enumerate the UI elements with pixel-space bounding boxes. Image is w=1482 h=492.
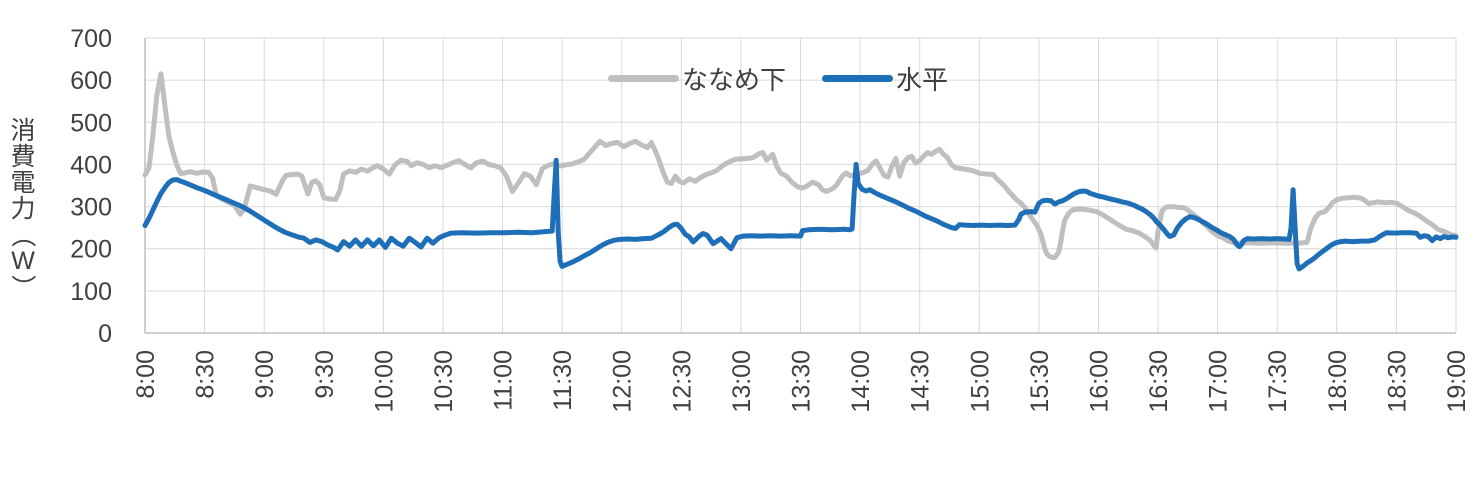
y-tick-label: 700 [70,25,112,53]
chart-legend: ななめ下 水平 [608,60,948,97]
x-tick-label: 10:00 [370,350,398,413]
y-tick-label: 300 [70,194,112,222]
x-tick-label: 17:30 [1264,350,1292,413]
x-tick-label: 12:00 [609,350,637,413]
x-tick-label: 19:00 [1443,350,1471,413]
x-tick-label: 14:30 [907,350,935,413]
x-tick-label: 9:30 [311,350,339,399]
x-tick-label: 12:30 [668,350,696,413]
y-tick-label: 100 [70,278,112,306]
y-tick-label: 0 [98,320,112,348]
x-tick-label: 13:30 [788,350,816,413]
x-tick-label: 11:30 [549,350,577,411]
x-tick-label: 13:00 [728,350,756,413]
x-tick-label: 17:00 [1205,350,1233,413]
x-tick-label: 8:00 [132,350,160,399]
y-tick-label: 200 [70,236,112,264]
legend-item-1: 水平 [822,60,948,97]
y-axis-title-char: （ [8,222,37,248]
x-tick-label: 8:30 [192,350,220,399]
y-tick-label: 600 [70,67,112,95]
y-tick-label: 500 [70,109,112,137]
x-tick-label: 18:00 [1324,350,1352,413]
x-tick-label: 14:00 [847,350,875,413]
x-tick-label: 16:30 [1145,350,1173,413]
x-tick-label: 11:00 [490,350,518,411]
y-axis-title-char: 費 [10,143,36,171]
x-tick-label: 18:30 [1383,350,1411,413]
legend-label: ななめ下 [682,65,787,95]
y-axis-title-char: 力 [10,195,36,223]
y-axis-title-char: ） [8,274,37,300]
legend-swatch-icon [822,75,894,82]
series-line-1 [142,157,1459,272]
legend-item-0: ななめ下 [608,60,786,97]
x-tick-label: 9:00 [251,350,279,399]
x-tick-label: 15:00 [966,350,994,413]
x-tick-label: 10:30 [430,350,458,413]
y-axis-title-char: W [11,247,35,275]
y-axis-title-char: 消 [10,117,36,145]
y-tick-label: 400 [70,151,112,179]
legend-swatch-icon [608,75,679,82]
x-tick-label: 16:00 [1086,350,1114,413]
x-tick-label: 15:30 [1026,350,1054,413]
y-axis-title-char: 電 [10,169,36,197]
legend-label: 水平 [896,65,949,95]
y-axis-title: 消費電力（W） [6,118,40,300]
